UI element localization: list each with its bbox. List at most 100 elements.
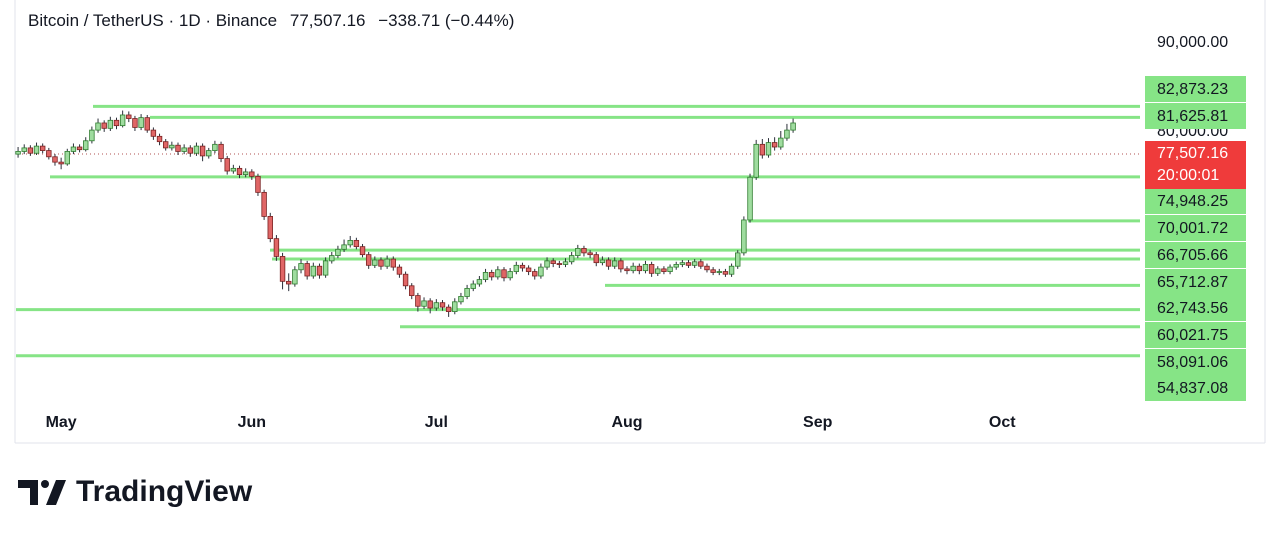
candle-body xyxy=(759,143,766,156)
x-tick-label: May xyxy=(46,414,77,431)
candle-body xyxy=(452,301,458,312)
candle-body xyxy=(27,147,34,154)
candle-body xyxy=(667,266,673,272)
candle-body xyxy=(107,119,114,129)
candle-body xyxy=(359,246,366,256)
level-label: 81,625.81 xyxy=(1157,108,1228,125)
candle-body xyxy=(458,296,464,303)
candle-body xyxy=(581,248,587,254)
level-label: 82,873.23 xyxy=(1157,81,1228,98)
candle-body xyxy=(156,135,163,143)
candle-body xyxy=(322,260,329,276)
candle-body xyxy=(144,117,150,131)
candle-body xyxy=(101,122,107,129)
candle-body xyxy=(329,255,335,262)
candle-body xyxy=(716,271,722,273)
candle-body xyxy=(162,141,169,149)
level-label-box xyxy=(1145,103,1246,129)
price-label: 77,507.16 xyxy=(1157,145,1228,162)
candle-body xyxy=(427,300,433,309)
candle-body xyxy=(482,272,489,280)
candle-body xyxy=(279,256,286,282)
candle-body xyxy=(390,258,396,268)
candle-body xyxy=(39,145,46,151)
candle-body xyxy=(409,285,415,296)
candle-body xyxy=(673,264,679,268)
candle-body xyxy=(132,118,138,128)
level-label-box xyxy=(1145,269,1246,295)
level-label: 74,948.25 xyxy=(1157,193,1228,210)
candle-body xyxy=(575,248,581,256)
candle-body xyxy=(341,244,347,250)
candle-body xyxy=(501,269,507,279)
candle-body xyxy=(212,143,218,151)
candle-body xyxy=(261,191,267,217)
candle-body xyxy=(304,263,310,277)
price-label-box xyxy=(1145,141,1246,189)
candle-body xyxy=(64,151,70,165)
candle-body xyxy=(753,143,759,178)
candle-body xyxy=(58,161,64,165)
candle-body xyxy=(704,265,710,271)
logo-slash xyxy=(46,480,66,505)
candle-body xyxy=(476,279,483,285)
candle-body xyxy=(433,302,440,309)
candle-body xyxy=(89,129,95,142)
candle-body xyxy=(525,267,532,272)
candle-body xyxy=(218,143,224,159)
candle-body xyxy=(612,260,618,267)
candle-body xyxy=(224,158,230,172)
level-label: 66,705.66 xyxy=(1157,247,1228,264)
candle-body xyxy=(470,283,476,289)
candle-body xyxy=(415,295,421,307)
candle-body xyxy=(648,264,655,274)
candle-body xyxy=(488,272,495,278)
candle-body xyxy=(76,146,83,151)
candle-body xyxy=(347,240,353,246)
x-tick-label: Aug xyxy=(611,414,642,431)
candle-body xyxy=(169,144,175,149)
candle-body xyxy=(599,259,606,264)
candle-body xyxy=(685,262,692,266)
candle-body xyxy=(365,254,372,266)
candle-body xyxy=(267,215,273,240)
candle-body xyxy=(181,147,187,152)
candle-body xyxy=(402,273,409,287)
candle-body xyxy=(630,265,636,272)
level-label: 58,091.06 xyxy=(1157,354,1228,371)
candle-body xyxy=(230,167,237,172)
candle-body xyxy=(728,265,735,275)
candle-body xyxy=(661,268,667,272)
last-price: 77,507.16 xyxy=(289,11,366,30)
candle-body xyxy=(722,271,729,275)
header: Bitcoin / TetherUS · 1D · Binance 77,507… xyxy=(28,11,522,31)
candle-body xyxy=(372,259,378,266)
candle-body xyxy=(15,151,21,155)
candle-body xyxy=(255,175,261,193)
candle-body xyxy=(538,266,544,277)
candle-body xyxy=(292,269,298,285)
candle-body xyxy=(421,300,427,307)
candle-body xyxy=(298,263,304,271)
candle-body xyxy=(286,280,292,285)
candle-body xyxy=(439,302,446,308)
candle-body xyxy=(46,150,52,158)
x-tick-label: Jun xyxy=(238,414,266,431)
candle-body xyxy=(636,265,643,272)
brand-name: TradingView xyxy=(76,475,253,508)
candle-body xyxy=(199,145,206,157)
level-label-box xyxy=(1145,188,1246,214)
candle-body xyxy=(747,176,753,221)
candle-body xyxy=(784,129,790,139)
candle-body xyxy=(741,219,747,254)
candle-body xyxy=(679,262,686,265)
candle-body xyxy=(150,129,157,137)
candle-body xyxy=(445,306,452,312)
candle-body xyxy=(193,145,200,154)
x-tick-label: Sep xyxy=(803,414,833,431)
logo-dot xyxy=(41,480,49,488)
level-label-box xyxy=(1145,215,1246,241)
candle-body xyxy=(95,122,101,131)
level-label: 54,837.08 xyxy=(1157,380,1228,397)
